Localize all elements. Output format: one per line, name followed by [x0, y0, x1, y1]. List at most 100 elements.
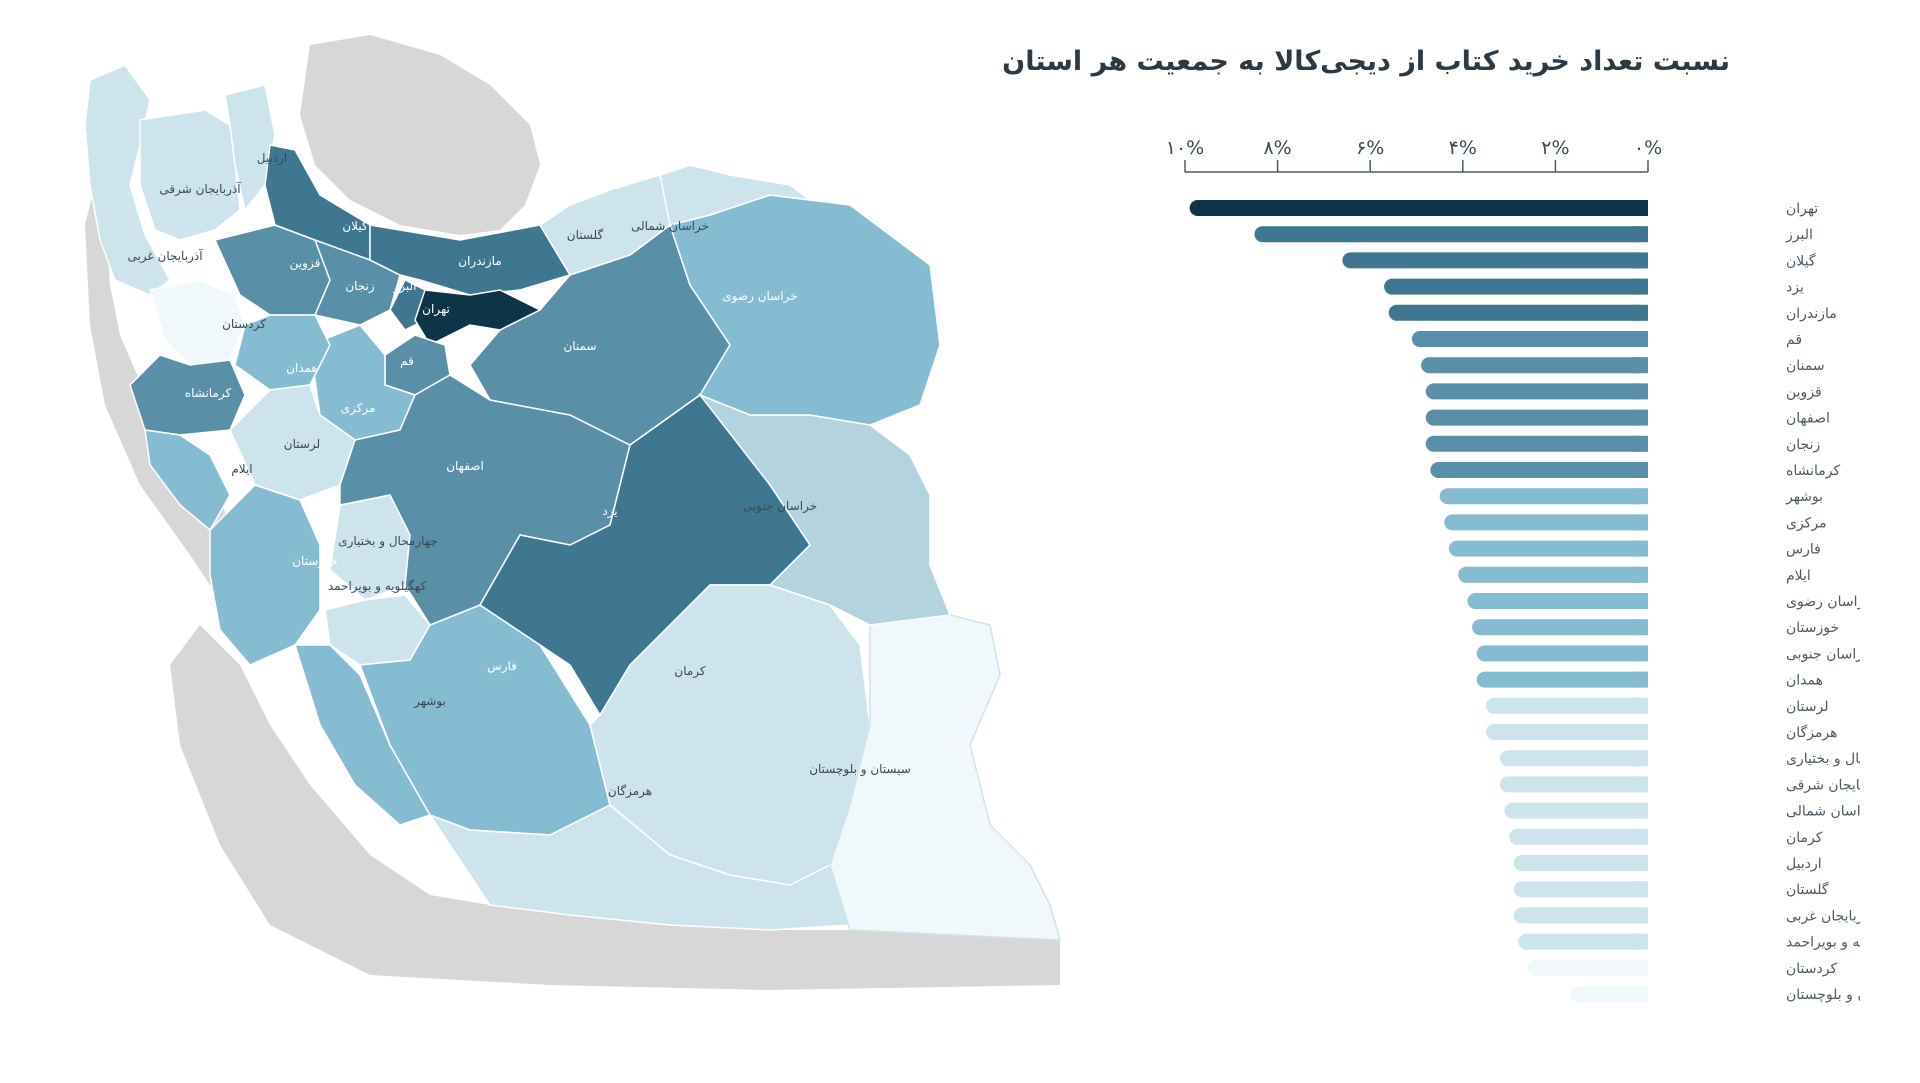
bar	[1485, 697, 1648, 714]
map-label: هرمزگان	[608, 784, 652, 799]
bar-category-label: هرمزگان	[1786, 724, 1838, 741]
bar	[1388, 304, 1648, 321]
x-tick-label: ۱۰%	[1166, 137, 1204, 159]
bar	[1342, 252, 1648, 269]
map-label: مرکزی	[341, 401, 376, 416]
bar-category-label: کرمانشاه	[1786, 463, 1840, 479]
map-label: کردستان	[222, 317, 266, 332]
map-label: گلستان	[567, 228, 604, 242]
province-golestan	[538, 174, 671, 276]
bar	[1499, 750, 1648, 767]
province-azarbaijan-west	[84, 64, 171, 296]
bar	[1425, 409, 1648, 426]
bar-category-label: کهگیلویه و بویراحمد	[1786, 934, 1860, 951]
province-khorasan-north	[659, 164, 813, 226]
bar-category-label: سیستان و بلوچستان	[1786, 987, 1860, 1003]
map-label: اصفهان	[446, 459, 484, 473]
bar-category-label: مرکزی	[1786, 515, 1827, 531]
bar-end	[1632, 593, 1648, 609]
bar-category-label: قم	[1786, 332, 1802, 348]
bar-end	[1632, 959, 1648, 976]
bar	[1499, 776, 1648, 793]
map-label: مازندران	[458, 254, 501, 269]
bar-category-label: لرستان	[1786, 699, 1829, 715]
map-label: قم	[400, 354, 414, 368]
bar-end	[1632, 933, 1648, 950]
bar-end	[1632, 750, 1648, 767]
map-label: خراسان رضوی	[722, 289, 797, 304]
bar	[1254, 226, 1648, 243]
x-tick-label: ۶%	[1356, 137, 1384, 159]
bar-category-label: یزد	[1786, 280, 1804, 296]
bar-end	[1632, 645, 1648, 662]
bar-end	[1632, 252, 1648, 269]
x-tick-label: ۲%	[1541, 137, 1569, 159]
bar-category-label: قزوین	[1786, 384, 1822, 400]
map-label: چهارمحال و بختیاری	[338, 534, 438, 549]
map-label: سیستان و بلوچستان	[809, 762, 911, 777]
chart-bars: تهران البرز گیلان یزد مازندران قم سمنان قزوین اص…	[1189, 200, 1860, 1003]
province-khuzestan	[209, 484, 321, 666]
bar	[1430, 462, 1648, 478]
bar-category-label: چهار محال و بختیاری	[1786, 751, 1860, 767]
bar-end	[1632, 357, 1648, 374]
bar-end	[1632, 671, 1648, 688]
bar-category-label: کردستان	[1786, 961, 1837, 977]
bar	[1504, 802, 1648, 819]
bar-category-label: تهران	[1786, 201, 1818, 217]
bar-end	[1632, 383, 1648, 400]
bar-category-label: ایلام	[1786, 568, 1811, 584]
bar-end	[1632, 724, 1648, 740]
bar	[1472, 619, 1648, 636]
x-tick-label: ۴%	[1449, 137, 1477, 159]
province-ilam	[144, 429, 231, 532]
map-label: یزد	[602, 504, 617, 519]
bar-end	[1632, 619, 1648, 636]
bar-end	[1632, 331, 1648, 347]
bar	[1439, 488, 1648, 505]
bar	[1513, 907, 1648, 924]
bar	[1518, 933, 1648, 950]
bar-end	[1632, 802, 1648, 819]
map-label: تهران	[422, 302, 450, 317]
bar-end	[1632, 855, 1648, 871]
x-tick-label: ۰%	[1634, 137, 1662, 159]
bar-end	[1632, 226, 1648, 243]
map-label: لرستان	[284, 437, 320, 452]
province-kordestan	[149, 279, 246, 366]
bar-category-label: همدان	[1786, 673, 1823, 689]
bar-end	[1632, 435, 1648, 452]
map-label: بوشهر	[413, 694, 446, 709]
bar-category-label: اصفهان	[1786, 411, 1830, 427]
bar	[1425, 383, 1648, 400]
chart-title: نسبت تعداد خرید کتاب از دیجی‌کالا به جمع…	[1002, 46, 1730, 77]
bar	[1476, 671, 1648, 688]
map-svg: تهران البرز گیلان مازندران قزوین زنجان قم سمنان…	[84, 35, 1062, 990]
bar	[1384, 278, 1648, 295]
bar-category-label: خراسان شمالی	[1786, 804, 1860, 820]
bar	[1189, 200, 1648, 216]
bar-category-label: فارس	[1786, 542, 1821, 558]
bar-category-label: بوشهر	[1785, 489, 1823, 505]
bar	[1513, 881, 1648, 898]
map-label: کرمان	[674, 664, 706, 679]
map-label: کهگیلویه و بویراحمد	[328, 579, 427, 594]
bar	[1444, 514, 1648, 531]
bar-category-label: سمنان	[1786, 358, 1825, 374]
province-khorasan-razavi	[669, 194, 941, 426]
map-label: اردبیل	[257, 151, 288, 166]
bar-end	[1632, 488, 1648, 505]
map-label-layer: تهران البرز گیلان مازندران قزوین زنجان قم سمنان…	[127, 151, 910, 799]
bar	[1569, 986, 1648, 1002]
map-label: خراسان شمالی	[631, 219, 709, 234]
map-label: آذربایجان غربی	[127, 248, 203, 264]
map-label: قزوین	[290, 256, 321, 271]
bar-end	[1632, 514, 1648, 531]
map-label: البرز	[392, 279, 416, 294]
bar-category-label: گیلان	[1786, 252, 1816, 269]
bar-category-label: کرمان	[1786, 830, 1823, 846]
neighbor-country-north	[300, 35, 540, 235]
map-label: ایلام	[231, 462, 252, 476]
x-tick-label: ۸%	[1263, 137, 1291, 159]
bar	[1421, 357, 1648, 374]
